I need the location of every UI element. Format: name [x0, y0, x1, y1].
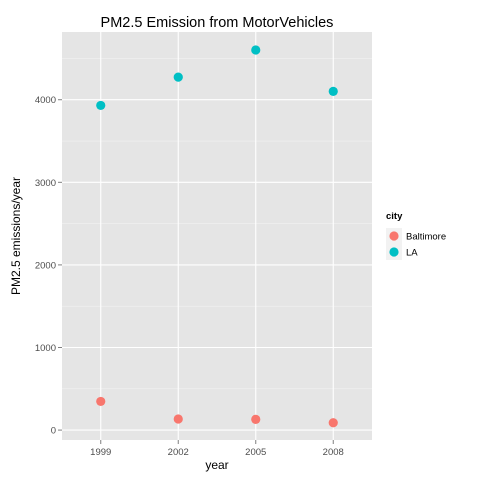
- legend-key-baltimore: [389, 231, 399, 241]
- data-point-la: [251, 45, 261, 55]
- legend: city Baltimore LA: [386, 211, 446, 260]
- y-tick-label: 4000: [35, 95, 56, 106]
- y-tick-label: 2000: [35, 260, 56, 271]
- x-tick-label: 2005: [245, 447, 266, 458]
- x-axis-title: year: [205, 458, 228, 472]
- y-axis-title: PM2.5 emissions/year: [9, 177, 23, 295]
- y-tick-label: 3000: [35, 178, 56, 189]
- x-tick-label: 1999: [90, 447, 111, 458]
- legend-label-la: LA: [406, 248, 418, 259]
- y-tick-label: 0: [51, 426, 56, 437]
- x-axis-ticks: 1999 2002 2005 2008: [90, 440, 344, 458]
- data-point-baltimore: [328, 418, 338, 428]
- legend-key-la: [389, 247, 399, 257]
- data-point-baltimore: [251, 414, 261, 424]
- grid-lines: [62, 32, 372, 440]
- x-tick-label: 2002: [168, 447, 189, 458]
- chart-title: PM2.5 Emission from MotorVehicles: [101, 15, 334, 31]
- data-point-la: [96, 100, 106, 111]
- data-points: [96, 45, 338, 428]
- x-tick-label: 2008: [323, 447, 344, 458]
- legend-title: city: [386, 211, 403, 222]
- y-axis-ticks: 0 1000 2000 3000 4000: [35, 95, 62, 437]
- y-tick-label: 1000: [35, 343, 56, 354]
- legend-label-baltimore: Baltimore: [406, 232, 446, 243]
- data-point-baltimore: [173, 414, 183, 424]
- data-point-baltimore: [96, 396, 106, 407]
- data-point-la: [173, 72, 183, 82]
- plot-panel: [62, 32, 372, 440]
- legend-items: Baltimore LA: [386, 228, 446, 260]
- data-point-la: [328, 86, 338, 96]
